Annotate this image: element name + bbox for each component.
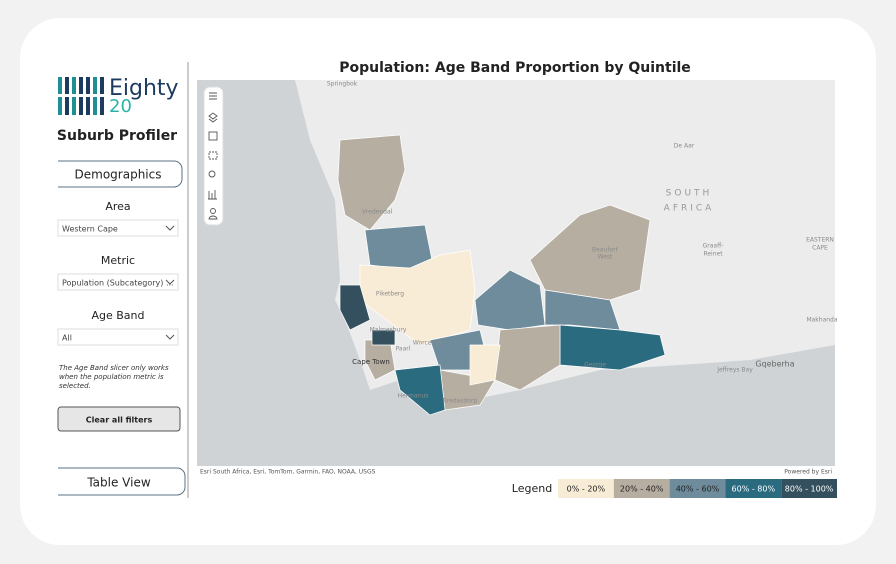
map-label: Gqeberha	[755, 360, 794, 369]
table-view-label: Table View	[86, 476, 151, 490]
map-label: Worcester	[413, 340, 444, 347]
chart-icon[interactable]	[208, 190, 217, 200]
map-label: Cape Town	[352, 358, 390, 366]
powered-by: Powered by Esri	[784, 469, 832, 476]
legend-swatch	[781, 479, 837, 498]
map-label: Graaff-	[703, 243, 724, 250]
note-line: when the population metric is	[59, 373, 164, 381]
legend-swatch	[669, 479, 726, 498]
menu-icon[interactable]	[209, 92, 217, 100]
area-dropdown[interactable]	[57, 219, 179, 237]
ageband-label: Age Band	[91, 309, 144, 322]
map-label: Bredasdorp	[443, 398, 478, 405]
map-label: George	[584, 362, 606, 369]
search-icon[interactable]	[208, 170, 216, 178]
logo-word: Eighty	[109, 76, 179, 101]
tab-button[interactable]	[58, 160, 183, 188]
chevron	[165, 279, 175, 285]
map-label: West	[598, 254, 613, 261]
logo-number: 20	[109, 96, 132, 117]
ageband-dropdown[interactable]	[57, 328, 179, 346]
note-line: The Age Band slicer only works	[59, 364, 169, 372]
map-label: Paarl	[396, 346, 411, 353]
map-label: EASTERN	[806, 237, 834, 244]
map-labels: Springbok De Aar SOUTH AFRICA Graaff- Re…	[327, 81, 838, 405]
logo	[56, 77, 106, 115]
map-label: CAPE	[812, 245, 828, 252]
area-value: Western Cape	[62, 225, 118, 234]
attribution: Esri South Africa, Esri, TomTom, Garmin,…	[200, 469, 376, 476]
map-toolbar	[203, 86, 224, 226]
legend-label: 40% - 60%	[676, 485, 720, 494]
area-label: Area	[105, 200, 130, 213]
legend-label: 20% - 40%	[620, 485, 664, 494]
legend-swatch	[725, 479, 782, 498]
legend-label: 60% - 80%	[732, 485, 776, 494]
metric-value: Population (Subcategory) ...	[62, 279, 174, 288]
clear-label: Clear all filters	[86, 416, 153, 425]
person-icon[interactable]	[210, 208, 216, 214]
legend-swatch	[558, 479, 614, 498]
legend-swatch	[613, 479, 670, 498]
map-label: Jeffreys Bay	[716, 367, 753, 374]
ageband-value: All	[62, 334, 72, 343]
layers-icon[interactable]	[208, 112, 218, 123]
map-label: Reinet	[703, 251, 723, 258]
map-title: Population: Age Band Proportion by Quint…	[339, 60, 691, 76]
map	[197, 80, 835, 466]
clear-button[interactable]	[57, 406, 181, 432]
note-line: selected.	[59, 382, 91, 390]
map-label: AFRICA	[664, 204, 715, 214]
metric-dropdown[interactable]	[57, 273, 179, 291]
map-label: Springbok	[327, 81, 358, 88]
sidebar-title: Suburb Profiler	[57, 128, 177, 144]
map-label: Makhanda	[806, 317, 837, 324]
map-label: Hermanus	[398, 393, 429, 400]
legend-label: 80% - 100%	[785, 485, 834, 494]
map-label: SOUTH	[666, 189, 713, 199]
legend: 0% - 20% 20% - 40% 40% - 60% 60% - 80% 80% -…	[558, 479, 837, 498]
select-icon[interactable]	[208, 151, 218, 160]
tab-label: Demographics	[75, 168, 162, 182]
chevron	[165, 225, 175, 231]
legend-title: Legend	[512, 482, 552, 495]
map-label: De Aar	[674, 143, 695, 150]
map-label: Piketberg	[376, 291, 404, 298]
table-view-button[interactable]	[58, 467, 186, 496]
metric-label: Metric	[101, 254, 135, 267]
map-label: Malmesbury	[370, 327, 407, 334]
chevron	[165, 334, 175, 340]
qr-icon[interactable]	[208, 131, 218, 141]
map-label: Vredendal	[362, 209, 393, 216]
map-label: Beaufort	[592, 247, 619, 254]
legend-label: 0% - 20%	[567, 485, 606, 494]
